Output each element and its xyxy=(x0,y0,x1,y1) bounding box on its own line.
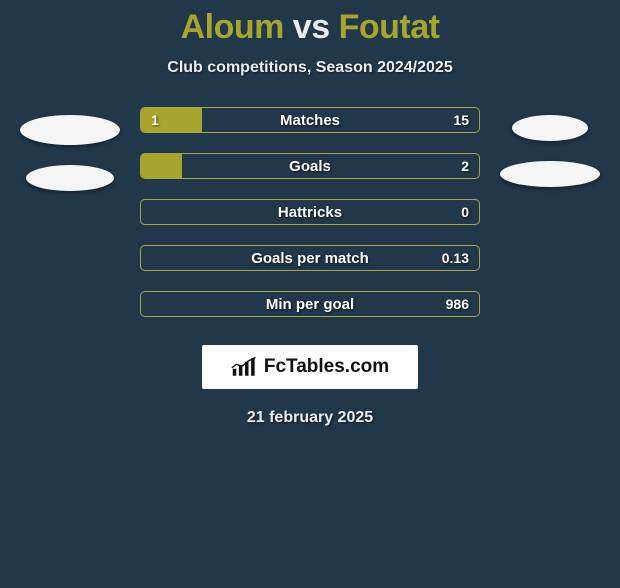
stat-value-right: 0.13 xyxy=(442,246,469,270)
stat-bar: Goals per match0.13 xyxy=(140,245,480,271)
stat-value-right: 15 xyxy=(453,108,469,132)
vs-label: vs xyxy=(293,8,330,46)
logo-text: FcTables.com xyxy=(264,356,389,378)
stat-label: Goals xyxy=(141,154,479,178)
stat-value-right: 986 xyxy=(446,292,469,316)
subtitle: Club competitions, Season 2024/2025 xyxy=(0,59,620,77)
player2-avatar xyxy=(512,115,588,141)
fctables-logo[interactable]: FcTables.com xyxy=(202,345,418,389)
player2-club-avatar xyxy=(500,161,600,187)
stat-bars: 1Matches15 Goals2 Hattricks0 Goals per matc… xyxy=(130,107,490,317)
stat-label: Min per goal xyxy=(141,292,479,316)
stat-bar: 1Matches15 xyxy=(140,107,480,133)
bar-fill-left xyxy=(141,108,202,132)
player1-name: Aloum xyxy=(181,8,284,46)
comparison-title: Aloum vs Foutat xyxy=(0,8,620,47)
stat-bar: Hattricks0 xyxy=(140,199,480,225)
player1-avatar-col xyxy=(10,107,130,191)
bar-fill-left xyxy=(141,154,182,178)
stat-bar: Min per goal986 xyxy=(140,291,480,317)
player1-club-avatar xyxy=(26,165,114,191)
stat-value-right: 0 xyxy=(461,200,469,224)
player2-avatar-col xyxy=(490,107,610,187)
stat-label: Goals per match xyxy=(141,246,479,270)
player1-avatar xyxy=(20,115,120,145)
chart-icon xyxy=(231,356,259,378)
comparison-body: 1Matches15 Goals2 Hattricks0 Goals per matc… xyxy=(0,107,620,317)
stat-value-right: 2 xyxy=(461,154,469,178)
stat-label: Hattricks xyxy=(141,200,479,224)
stat-bar: Goals2 xyxy=(140,153,480,179)
date-label: 21 february 2025 xyxy=(0,409,620,427)
player2-name: Foutat xyxy=(339,8,440,46)
